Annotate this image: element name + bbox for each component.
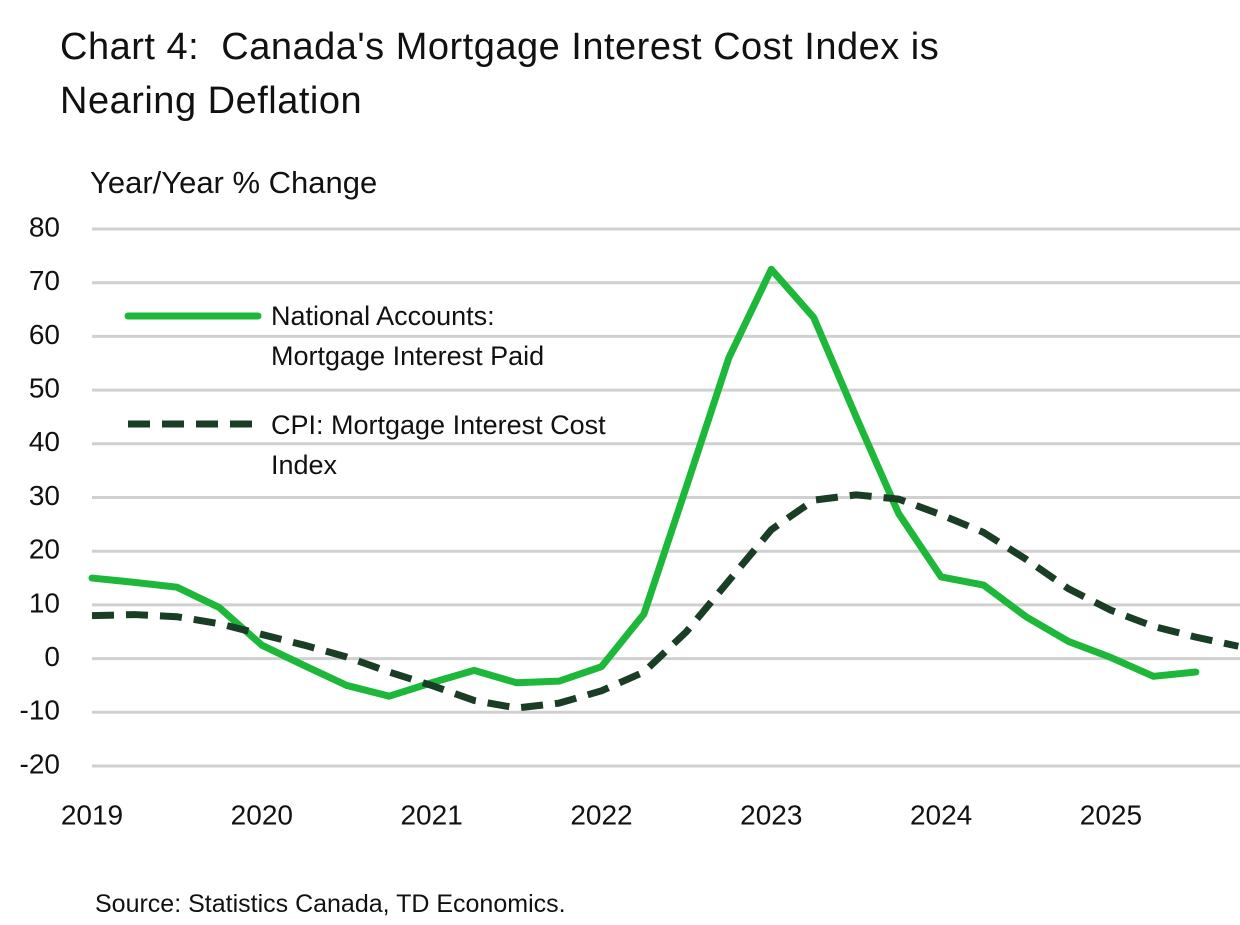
series-line <box>91 491 1240 712</box>
y-tick-label: -10 <box>20 695 60 726</box>
source-note: Source: Statistics Canada, TD Economics. <box>95 890 566 918</box>
y-tick-label: 20 <box>29 534 60 565</box>
y-tick-label: -20 <box>20 748 60 779</box>
chart-title: Chart 4: Canada's Mortgage Interest Cost… <box>60 26 951 122</box>
x-tick-label: 2025 <box>1080 799 1142 830</box>
y-tick-label: 80 <box>29 211 60 242</box>
series-line <box>88 265 1200 700</box>
y-tick-label: 10 <box>29 587 60 618</box>
y-axis-label: Year/Year % Change <box>90 165 378 200</box>
x-tick-label: 2021 <box>400 799 462 830</box>
legend-label: National Accounts: Mortgage Interest Pai… <box>271 301 545 371</box>
x-tick-label: 2023 <box>740 799 802 830</box>
x-tick-label: 2019 <box>61 799 123 830</box>
x-tick-label: 2022 <box>570 799 632 830</box>
y-tick-label: 50 <box>29 372 60 403</box>
legend-label: CPI: Mortgage Interest Cost Index <box>271 410 606 480</box>
y-tick-label: 70 <box>29 265 60 296</box>
y-tick-label: 40 <box>29 426 60 457</box>
y-tick-label: 0 <box>44 641 60 672</box>
x-tick-label: 2020 <box>231 799 293 830</box>
y-tick-label: 30 <box>29 480 60 511</box>
y-tick-label: 60 <box>29 319 60 350</box>
x-tick-label: 2024 <box>910 799 972 830</box>
